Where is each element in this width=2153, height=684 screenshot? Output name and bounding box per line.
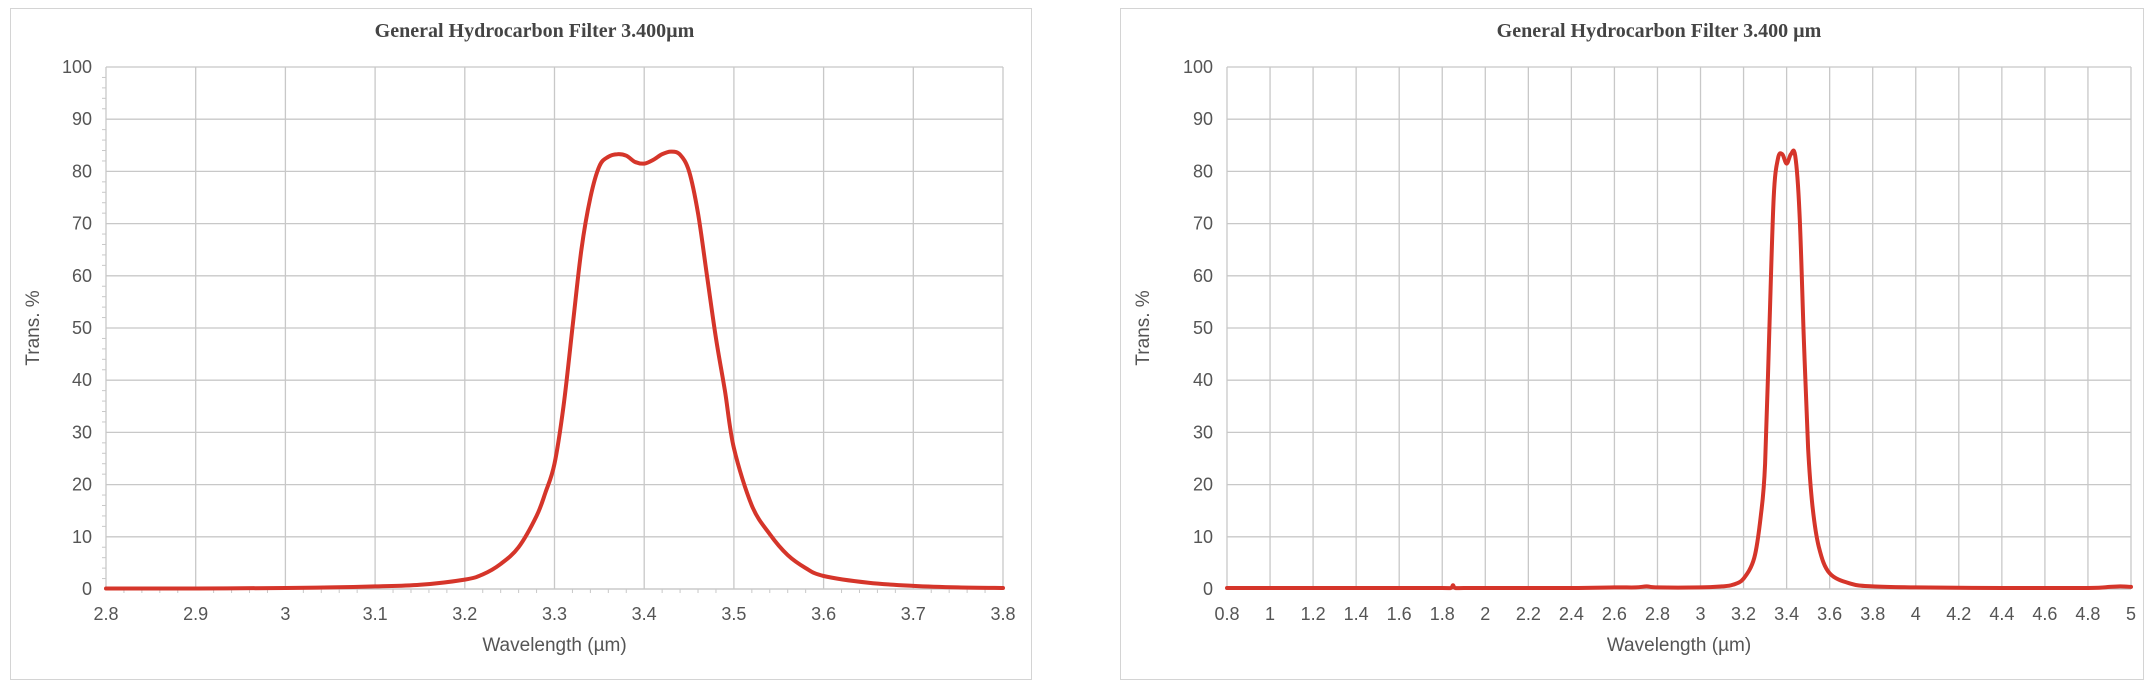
y-tick-label: 100	[1183, 57, 1213, 77]
x-axis-label: Wavelength (µm)	[482, 635, 626, 656]
chart-title: General Hydrocarbon Filter 3.400µm	[375, 20, 695, 42]
y-tick-label: 70	[72, 214, 92, 234]
y-tick-label: 80	[1193, 161, 1213, 181]
x-axis-label: Wavelength (µm)	[1607, 635, 1751, 656]
x-tick-label: 1.2	[1301, 604, 1326, 624]
x-tick-label: 2.4	[1559, 604, 1584, 624]
y-axis-label: Trans. %	[23, 290, 44, 365]
x-tick-label: 3.1	[363, 604, 388, 624]
x-tick-label: 3	[280, 604, 290, 624]
x-tick-label: 1.6	[1387, 604, 1412, 624]
y-tick-label: 20	[72, 475, 92, 495]
y-tick-label: 40	[72, 370, 92, 390]
x-tick-label: 2.6	[1602, 604, 1627, 624]
y-tick-label: 90	[72, 109, 92, 129]
x-tick-label: 3.6	[811, 604, 836, 624]
x-tick-label: 4.6	[2032, 604, 2057, 624]
chart-svg-left: General Hydrocarbon Filter 3.400µm 0 10 20 3…	[23, 20, 1016, 656]
x-tick-label: 3.6	[1817, 604, 1842, 624]
x-tick-label: 1.8	[1430, 604, 1455, 624]
x-tick-label: 4.4	[1989, 604, 2014, 624]
y-tick-label: 90	[1193, 109, 1213, 129]
x-tick-label: 3.4	[632, 604, 657, 624]
chart-svg-right: General Hydrocarbon Filter 3.400 µm01020…	[1133, 20, 2136, 656]
x-tick-label: 3.4	[1774, 604, 1799, 624]
transmission-series-line	[1225, 148, 2133, 591]
x-tick-label: 3.3	[542, 604, 567, 624]
x-tick-label: 1	[1265, 604, 1275, 624]
x-tick-label: 5	[2126, 604, 2136, 624]
x-tick-label: 4.2	[1946, 604, 1971, 624]
chart-panel-left: General Hydrocarbon Filter 3.400µm 0 10 20 3…	[10, 8, 1032, 680]
y-tick-label: 30	[72, 422, 92, 442]
y-tick-label: 50	[1193, 318, 1213, 338]
x-tick-label: 3.7	[901, 604, 926, 624]
y-tick-label: 40	[1193, 370, 1213, 390]
x-tick-label: 3.5	[721, 604, 746, 624]
y-axis-label: Trans. %	[1133, 290, 1154, 365]
y-tick-label: 10	[72, 527, 92, 547]
x-tick-label: 4.8	[2075, 604, 2100, 624]
y-tick-label: 20	[1193, 475, 1213, 495]
transmission-series-line	[104, 149, 1005, 591]
x-tick-label: 3	[1696, 604, 1706, 624]
x-tick-label: 3.8	[1860, 604, 1885, 624]
x-tick-label: 2.8	[93, 604, 118, 624]
y-tick-label: 0	[82, 579, 92, 599]
x-tick-label: 2.2	[1516, 604, 1541, 624]
x-tick-label: 3.2	[1731, 604, 1756, 624]
x-tick-label: 2	[1480, 604, 1490, 624]
chart-panel-right: General Hydrocarbon Filter 3.400 µm 0 10 20…	[1120, 8, 2144, 680]
y-tick-label: 70	[1193, 214, 1213, 234]
y-tick-label: 30	[1193, 422, 1213, 442]
x-tick-label: 2.8	[1645, 604, 1670, 624]
x-tick-label: 3.2	[452, 604, 477, 624]
y-tick-label: 60	[1193, 266, 1213, 286]
y-tick-label: 60	[72, 266, 92, 286]
x-tick-label: 1.4	[1344, 604, 1369, 624]
y-tick-label: 10	[1193, 527, 1213, 547]
x-tick-label: 2.9	[183, 604, 208, 624]
x-tick-label: 4	[1911, 604, 1921, 624]
x-tick-label: 0.8	[1214, 604, 1239, 624]
y-tick-label: 80	[72, 161, 92, 181]
chart-title: General Hydrocarbon Filter 3.400 µm	[1497, 20, 1822, 42]
x-tick-label: 3.8	[990, 604, 1015, 624]
y-tick-label: 0	[1203, 579, 1213, 599]
y-tick-label: 50	[72, 318, 92, 338]
y-tick-label: 100	[62, 57, 92, 77]
